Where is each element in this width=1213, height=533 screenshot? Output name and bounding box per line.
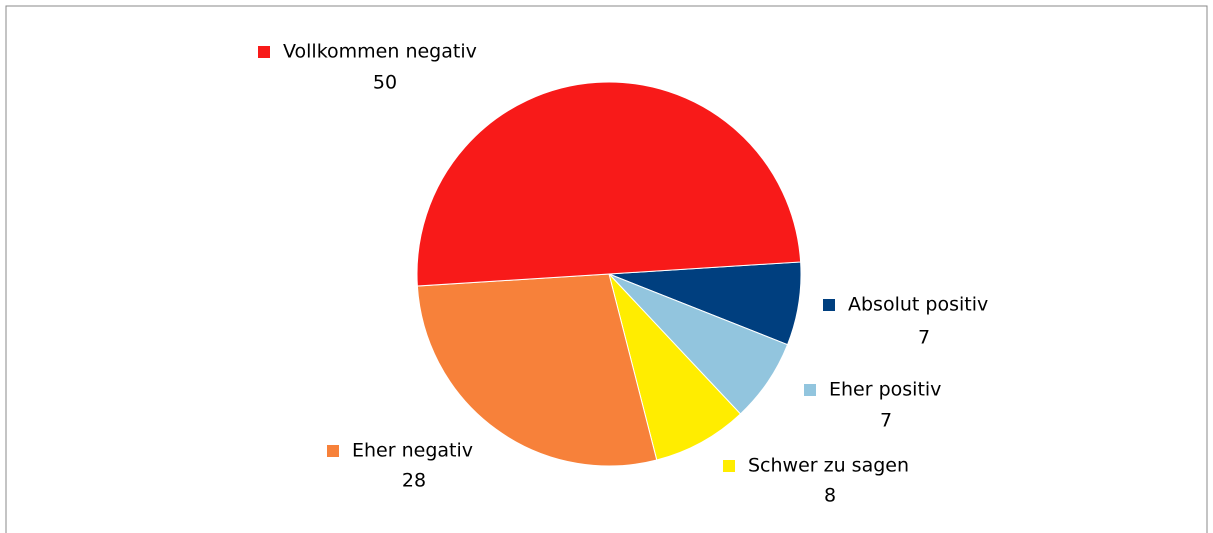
legend-marker	[723, 460, 735, 472]
slice-value: 50	[373, 72, 397, 94]
pie-slice	[608, 273, 742, 461]
pie-slice	[416, 81, 802, 287]
slice-label: Absolut positiv	[848, 294, 988, 316]
slice-label: Eher negativ	[352, 440, 473, 462]
legend-marker	[804, 384, 816, 396]
pie-slice	[416, 273, 658, 467]
slice-value: 28	[402, 470, 426, 492]
chart-frame	[5, 5, 1208, 533]
slice-value: 7	[880, 410, 892, 432]
slice-label: Eher positiv	[829, 379, 941, 401]
legend-marker	[258, 46, 270, 58]
slice-value: 7	[918, 327, 930, 349]
slice-value: 8	[824, 485, 836, 507]
legend-marker	[327, 445, 339, 457]
slice-label: Vollkommen negativ	[283, 41, 477, 63]
slice-label: Schwer zu sagen	[748, 455, 909, 477]
legend-marker	[823, 299, 835, 311]
